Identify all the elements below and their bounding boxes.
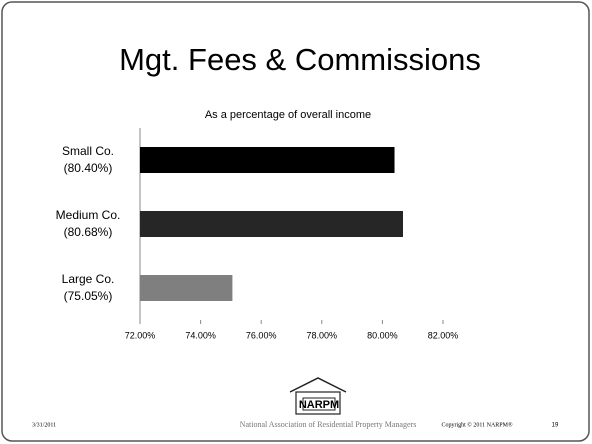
x-tick-label: 80.00% (367, 330, 398, 340)
chart-title: As a percentage of overall income (205, 109, 371, 121)
x-tick-label: 74.00% (185, 330, 216, 340)
footer-page: 19 (552, 423, 559, 429)
bar (140, 275, 233, 301)
logo: NARPM (289, 377, 347, 415)
value-label: (80.68%) (64, 225, 113, 239)
bar (140, 147, 395, 173)
y-tick-label: Small Co. (62, 144, 114, 158)
y-tick-label: Medium Co. (56, 208, 121, 222)
y-tick-label: Large Co. (62, 272, 115, 286)
x-tick-label: 78.00% (307, 330, 338, 340)
footer-organization: National Association of Residential Prop… (240, 420, 417, 429)
footer-copyright: Copyright © 2011 NARPM® (441, 421, 513, 428)
footer-date: 3/31/2011 (32, 422, 56, 428)
x-tick-label: 72.00% (125, 330, 156, 340)
value-label: (80.40%) (64, 161, 113, 175)
x-tick-label: 82.00% (428, 330, 459, 340)
slide-title: Mgt. Fees & Commissions (119, 42, 481, 77)
x-tick-label: 76.00% (246, 330, 277, 340)
bar (140, 211, 404, 237)
value-label: (75.05%) (64, 289, 113, 303)
logo-text: NARPM (299, 399, 339, 411)
